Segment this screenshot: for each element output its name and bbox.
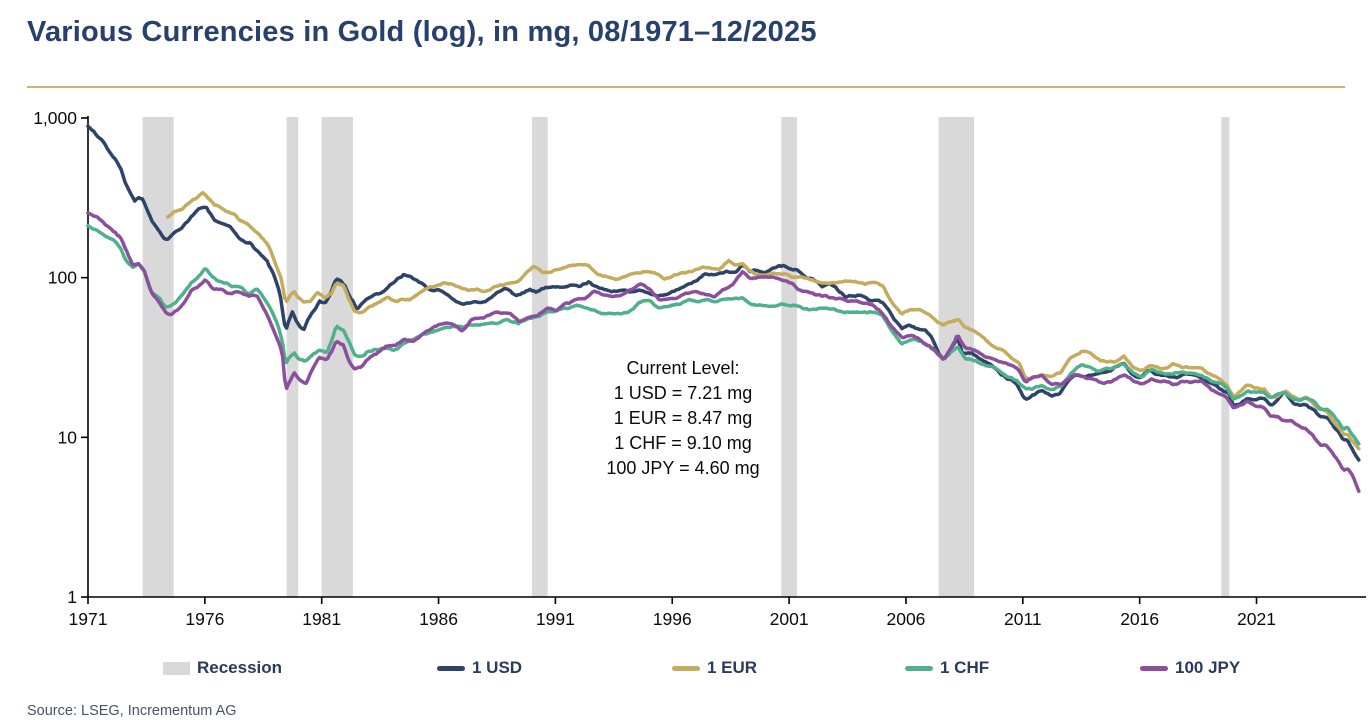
recession-band xyxy=(142,117,174,597)
recession-band xyxy=(781,117,797,597)
current-level-annotation: Current Level: 1 USD = 7.21 mg 1 EUR = 8… xyxy=(558,356,808,481)
annotation-title: Current Level: xyxy=(626,358,740,378)
recession-band xyxy=(532,117,548,597)
series-1 EUR xyxy=(166,190,1361,451)
y-tick-label: 100 xyxy=(48,268,77,288)
source-text: Source: LSEG, Incrementum AG xyxy=(27,703,237,719)
jpy-line-swatch xyxy=(1140,665,1168,671)
y-tick-label: 10 xyxy=(58,427,78,447)
x-tick-label: 2011 xyxy=(1004,609,1042,629)
x-tick-label: 1976 xyxy=(185,609,224,629)
x-tick-label: 1981 xyxy=(302,609,341,629)
legend-label-jpy: 100 JPY xyxy=(1175,658,1241,677)
legend-item-usd: 1 USD xyxy=(437,657,522,679)
legend-item-jpy: 100 JPY xyxy=(1140,657,1240,679)
x-tick-label: 2021 xyxy=(1237,609,1276,629)
title-separator xyxy=(27,86,1345,88)
page-title: Various Currencies in Gold (log), in mg,… xyxy=(27,16,817,48)
x-tick-label: 1971 xyxy=(69,609,108,629)
y-tick-label: 1 xyxy=(67,587,77,607)
x-tick-label: 2001 xyxy=(770,609,809,629)
legend-item-recession: Recession xyxy=(163,657,282,679)
annotation-usd: 1 USD = 7.21 mg xyxy=(613,383,753,403)
recession-swatch xyxy=(163,661,190,675)
annotation-chf: 1 CHF = 9.10 mg xyxy=(614,433,752,453)
series-1 CHF xyxy=(86,223,1361,446)
x-tick-label: 2006 xyxy=(886,609,925,629)
annotation-jpy: 100 JPY = 4.60 mg xyxy=(606,458,760,478)
x-tick-label: 1991 xyxy=(536,609,575,629)
legend-item-eur: 1 EUR xyxy=(672,657,757,679)
series-100 JPY xyxy=(86,211,1361,493)
y-tick-label: 1,000 xyxy=(33,108,77,128)
eur-line-swatch xyxy=(672,665,700,671)
usd-line-swatch xyxy=(437,665,465,671)
x-tick-label: 1996 xyxy=(653,609,692,629)
chf-line-swatch xyxy=(905,665,933,671)
x-tick-label: 1986 xyxy=(419,609,458,629)
annotation-eur: 1 EUR = 8.47 mg xyxy=(613,408,753,428)
x-tick-label: 2016 xyxy=(1120,609,1159,629)
legend-label-eur: 1 EUR xyxy=(707,658,758,677)
legend-item-chf: 1 CHF xyxy=(905,657,989,679)
currencies-in-gold-chart: 1 10 100 1,000 1971 1976 1981 1986 1991 1996 2001 2… xyxy=(33,108,1366,629)
legend-label-usd: 1 USD xyxy=(472,658,523,677)
recession-band xyxy=(1221,117,1230,597)
legend-label-recession: Recession xyxy=(197,658,283,677)
legend-label-chf: 1 CHF xyxy=(940,658,990,677)
